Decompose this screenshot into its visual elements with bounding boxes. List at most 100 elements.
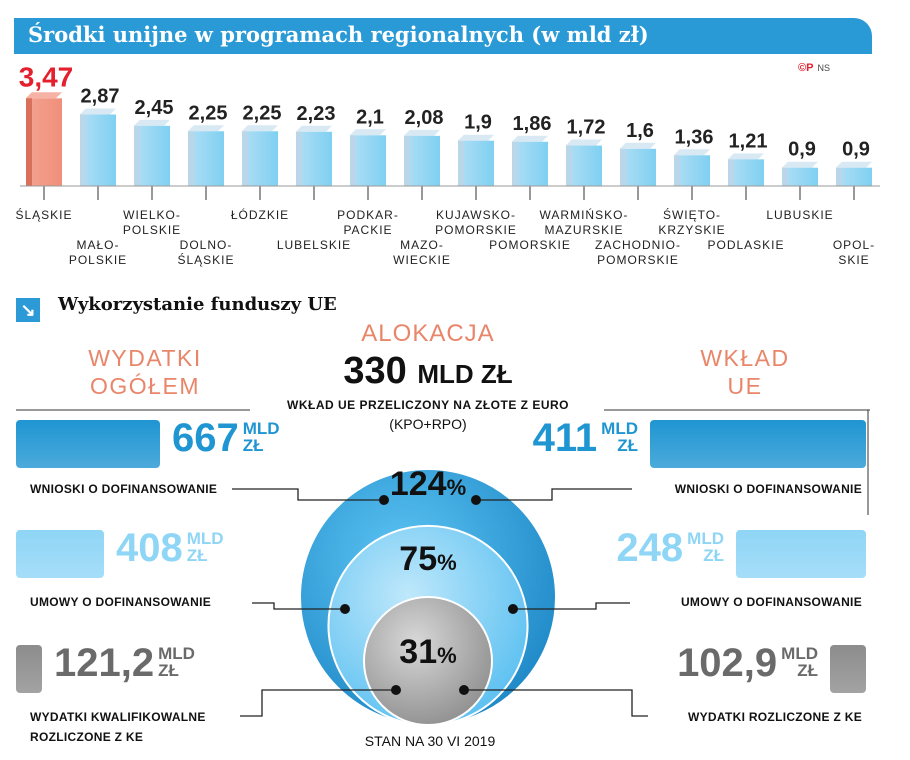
- bar-value-label: 2,87: [81, 86, 120, 108]
- bar-10: 1,86: [512, 113, 551, 200]
- leader-dot: [391, 685, 401, 695]
- bar-top: [836, 161, 872, 168]
- regional-bar-chart: 3,47 2,87 2,45 2,25 2,25 2,23 2,1 2,08 1,9 1,86 1,…: [19, 61, 880, 200]
- bar-face: [680, 155, 710, 186]
- bar-side: [620, 142, 626, 186]
- left-value: 667 MLD ZŁ: [172, 416, 280, 461]
- region-label: Pomorskie: [485, 238, 575, 253]
- bar-14: 1,21: [728, 130, 767, 200]
- left-row-label: WNIOSKI O DOFINANSOWANIE: [30, 479, 217, 499]
- bar-4: 2,25: [188, 102, 227, 200]
- bar-top: [404, 129, 440, 136]
- leader-dot: [508, 604, 518, 614]
- right-value: 248 MLD ZŁ: [616, 526, 724, 571]
- bar-face: [248, 131, 278, 186]
- bar-top: [242, 125, 278, 132]
- right-value-bar: [650, 420, 866, 468]
- right-heading: WKŁAD UE: [670, 344, 820, 400]
- bar-face: [302, 131, 332, 186]
- bar-face: [788, 167, 818, 186]
- bar-13: 1,36: [674, 126, 713, 200]
- leader-dot: [340, 604, 350, 614]
- bar-12: 1,6: [620, 120, 656, 200]
- region-label-line: Łódzkie: [230, 208, 290, 222]
- right-value: 102,9 MLD ZŁ: [677, 641, 818, 686]
- region-label: Łódzkie: [215, 208, 305, 223]
- bar-value-label: 1,86: [513, 113, 552, 135]
- left-value-bar: [16, 645, 42, 693]
- region-label-line: Kujawsko-: [436, 208, 516, 222]
- bar-face: [734, 159, 764, 186]
- credit-author: NS: [817, 63, 830, 73]
- right-value: 411 MLD ZŁ: [533, 416, 638, 461]
- left-value: 408 MLD ZŁ: [116, 526, 224, 571]
- right-value-unit: MLD ZŁ: [601, 419, 638, 455]
- right-value-unit: MLD ZŁ: [687, 529, 724, 565]
- left-row-label-line: ROZLICZONE Z KE: [30, 730, 144, 744]
- section-title: Wykorzystanie funduszy UE: [58, 294, 337, 315]
- right-value-bar: [736, 530, 866, 578]
- bar-face: [356, 135, 386, 186]
- region-label-line: polskie: [68, 253, 128, 267]
- bar-face: [32, 98, 62, 186]
- region-label-line: Pomorskie: [435, 223, 517, 237]
- allocation-value: 330: [343, 350, 407, 392]
- allocation-description: WKŁAD UE PRZELICZONY NA ZŁOTE Z EURO: [287, 398, 569, 412]
- bar-value-label: 0,9: [788, 139, 816, 161]
- title-bar: [14, 18, 872, 54]
- bar-face: [194, 131, 224, 186]
- right-value-number: 102,9: [677, 641, 778, 685]
- region-label: Dolno-śląskie: [161, 238, 251, 268]
- bar-top: [188, 125, 224, 132]
- region-label-line: krzyskie: [658, 223, 726, 237]
- region-label: Mazo-wieckie: [377, 238, 467, 268]
- region-label-line: Dolno-: [179, 238, 233, 252]
- leader-dot: [379, 495, 389, 505]
- percent-sign: %: [437, 643, 457, 668]
- region-label-line: skie: [838, 253, 870, 267]
- bar-side: [296, 125, 302, 186]
- bar-side: [134, 119, 140, 186]
- allocation-note: (KPO+RPO): [389, 416, 467, 432]
- leader-dot: [459, 685, 469, 695]
- bar-9: 1,9: [458, 112, 494, 200]
- bar-value-label: 2,23: [297, 103, 336, 125]
- region-label-line: Święto-: [662, 208, 722, 222]
- right-value-bar: [830, 645, 866, 693]
- bar-5: 2,25: [242, 102, 281, 200]
- region-label-line: Podkar-: [337, 208, 399, 222]
- left-value-number: 408: [116, 526, 183, 570]
- bar-value-label: 3,47: [19, 61, 74, 92]
- bar-top: [782, 161, 818, 168]
- right-value-number: 411: [532, 416, 598, 460]
- left-row-label-line: WNIOSKI O DOFINANSOWANIE: [30, 482, 218, 496]
- region-label: Podlaskie: [701, 238, 791, 253]
- bar-value-label: 1,72: [567, 117, 606, 139]
- bar-face: [842, 167, 872, 186]
- region-label-line: Mało-: [76, 238, 120, 252]
- region-label-line: Lubuskie: [766, 208, 834, 222]
- bar-value-label: 2,45: [135, 97, 174, 119]
- bar-side: [566, 139, 572, 186]
- left-row-label-line: UMOWY O DOFINANSOWANIE: [30, 595, 212, 609]
- bar-side: [80, 108, 86, 186]
- allocation-total: 330 MLD ZŁ: [300, 350, 556, 393]
- left-value-number: 121,2: [54, 641, 155, 685]
- percent-label: 124%: [368, 465, 488, 504]
- credit: ©P NS: [798, 62, 830, 74]
- region-label: Kujawsko- Pomorskie: [431, 208, 521, 238]
- right-row-label-line: WYDATKI ROZLICZONE Z KE: [688, 710, 862, 724]
- region-label-line: Wielko-: [123, 208, 181, 222]
- region-label: Podkar-packie: [323, 208, 413, 238]
- region-label: Wielko-polskie: [107, 208, 197, 238]
- right-row-label-line: WNIOSKI O DOFINANSOWANIE: [674, 482, 862, 496]
- bar-top: [620, 142, 656, 149]
- bar-7: 2,1: [350, 106, 386, 200]
- bar-value-label: 2,08: [405, 107, 444, 129]
- bar-side: [782, 161, 788, 186]
- right-heading-line: WKŁAD: [700, 345, 790, 371]
- region-label: Śląskie: [0, 208, 89, 223]
- right-heading-line: UE: [727, 373, 763, 399]
- region-label: Lubuskie: [755, 208, 845, 223]
